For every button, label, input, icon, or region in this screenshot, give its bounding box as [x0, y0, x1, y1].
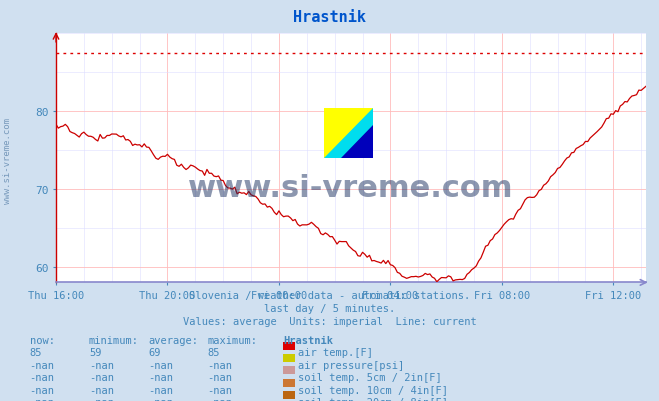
Text: soil temp. 20cm / 8in[F]: soil temp. 20cm / 8in[F]: [298, 397, 448, 401]
Text: -nan: -nan: [148, 385, 173, 395]
Text: soil temp. 10cm / 4in[F]: soil temp. 10cm / 4in[F]: [298, 385, 448, 395]
Text: -nan: -nan: [30, 372, 55, 382]
Text: -nan: -nan: [89, 360, 114, 370]
Text: soil temp. 5cm / 2in[F]: soil temp. 5cm / 2in[F]: [298, 372, 442, 382]
Text: -nan: -nan: [208, 397, 233, 401]
Text: -nan: -nan: [89, 372, 114, 382]
Text: average:: average:: [148, 335, 198, 345]
Text: 85: 85: [208, 347, 220, 357]
Text: Values: average  Units: imperial  Line: current: Values: average Units: imperial Line: cu…: [183, 316, 476, 326]
Polygon shape: [341, 126, 373, 158]
Text: -nan: -nan: [30, 385, 55, 395]
Text: -nan: -nan: [148, 397, 173, 401]
Text: minimum:: minimum:: [89, 335, 139, 345]
Text: 69: 69: [148, 347, 161, 357]
Text: now:: now:: [30, 335, 55, 345]
Text: Hrastnik: Hrastnik: [283, 335, 333, 345]
Polygon shape: [324, 109, 373, 158]
Text: -nan: -nan: [30, 360, 55, 370]
Text: Hrastnik: Hrastnik: [293, 10, 366, 25]
Text: -nan: -nan: [148, 360, 173, 370]
Text: maximum:: maximum:: [208, 335, 258, 345]
Text: last day / 5 minutes.: last day / 5 minutes.: [264, 304, 395, 314]
Text: -nan: -nan: [208, 372, 233, 382]
Text: -nan: -nan: [208, 385, 233, 395]
Text: -nan: -nan: [30, 397, 55, 401]
Text: air temp.[F]: air temp.[F]: [298, 347, 373, 357]
Text: 85: 85: [30, 347, 42, 357]
Text: 59: 59: [89, 347, 101, 357]
Polygon shape: [324, 109, 373, 158]
Text: -nan: -nan: [89, 397, 114, 401]
Text: air pressure[psi]: air pressure[psi]: [298, 360, 404, 370]
Text: www.si-vreme.com: www.si-vreme.com: [3, 117, 13, 203]
Text: -nan: -nan: [89, 385, 114, 395]
Text: -nan: -nan: [148, 372, 173, 382]
Text: Slovenia / weather data - automatic stations.: Slovenia / weather data - automatic stat…: [189, 291, 470, 301]
Text: www.si-vreme.com: www.si-vreme.com: [188, 174, 513, 203]
Text: -nan: -nan: [208, 360, 233, 370]
